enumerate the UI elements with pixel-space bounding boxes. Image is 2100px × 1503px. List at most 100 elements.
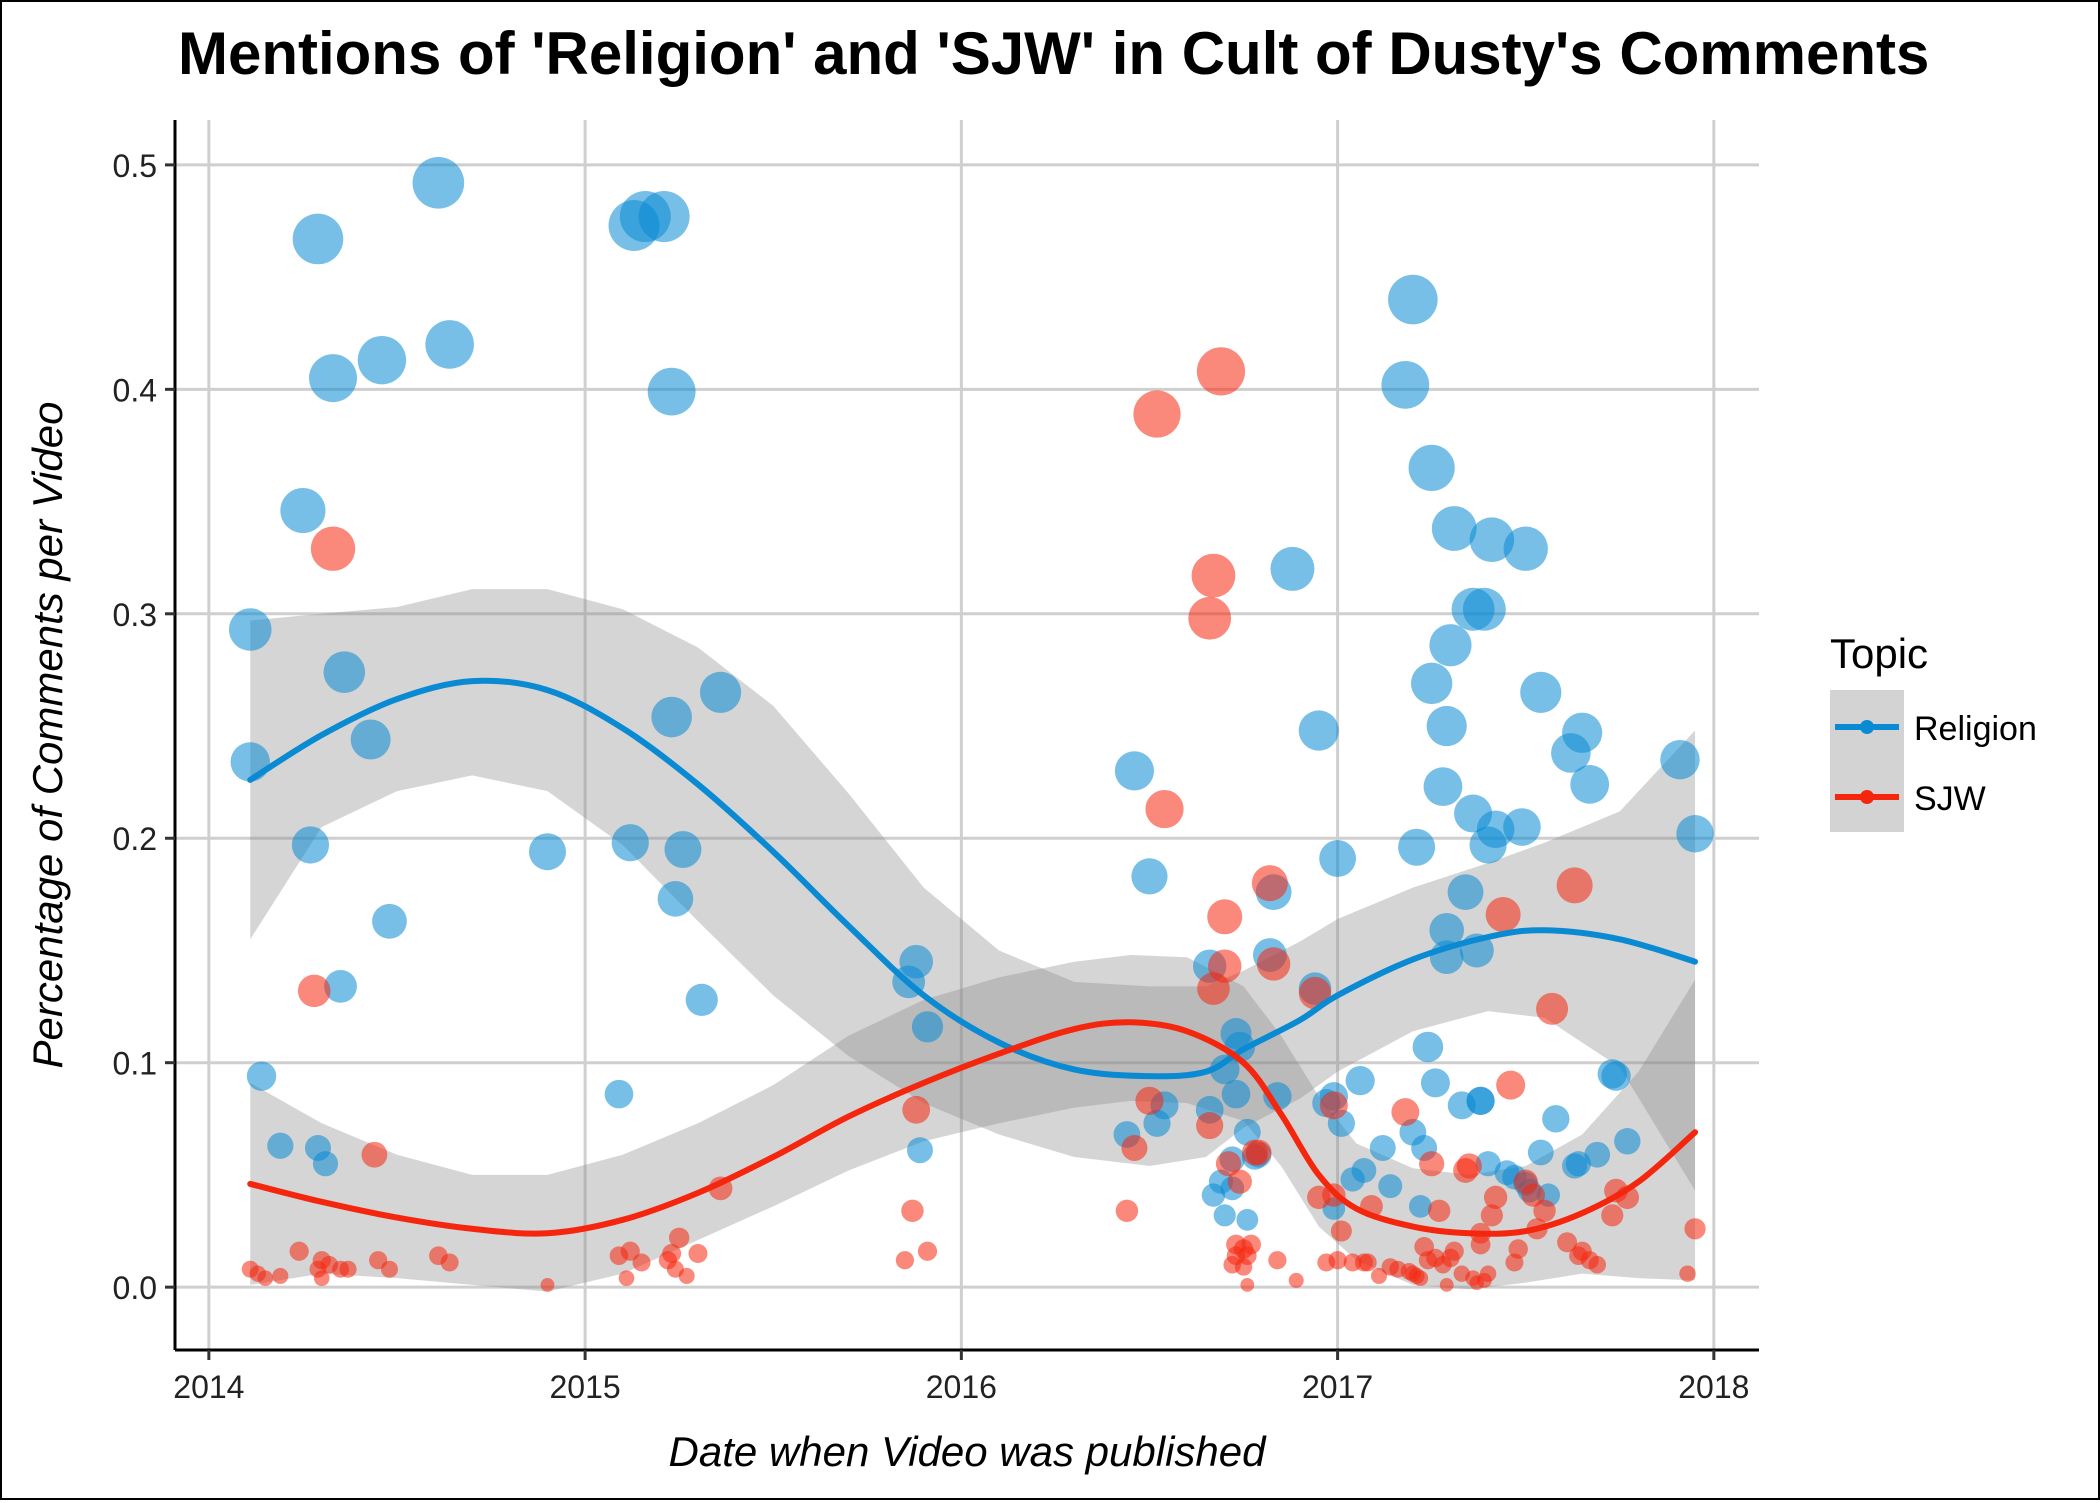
- point-sjw-89: [1444, 1241, 1464, 1261]
- point-religion-28: [699, 671, 742, 713]
- legend-key-background: [1830, 690, 1904, 832]
- point-religion-15: [412, 157, 465, 209]
- point-sjw-24: [662, 1243, 682, 1263]
- point-religion-70: [1388, 274, 1438, 325]
- point-religion-77: [1410, 662, 1453, 705]
- point-religion-58: [1298, 710, 1339, 751]
- point-sjw-21: [620, 1241, 640, 1261]
- point-religion-66: [1351, 1158, 1377, 1183]
- point-religion-110: [1562, 712, 1603, 753]
- point-religion-82: [1429, 912, 1465, 948]
- point-sjw-8: [313, 1270, 330, 1286]
- point-sjw-38: [1145, 789, 1184, 829]
- point-religion-5: [291, 826, 330, 864]
- point-religion-76: [1408, 444, 1455, 492]
- point-sjw-30: [895, 1251, 915, 1270]
- point-sjw-102: [1496, 1070, 1526, 1100]
- chart-title: Mentions of 'Religion' and 'SJW' in Cult…: [178, 20, 1929, 87]
- point-religion-27: [685, 983, 718, 1016]
- point-sjw-92: [1456, 1153, 1482, 1179]
- point-religion-99: [1503, 808, 1541, 846]
- point-sjw-87: [1439, 1278, 1454, 1292]
- point-sjw-28: [688, 1243, 708, 1263]
- point-sjw-99: [1480, 1204, 1503, 1227]
- point-sjw-67: [1328, 1251, 1347, 1270]
- x-tick-label-3: 2017: [1302, 1369, 1373, 1405]
- point-sjw-37: [1133, 390, 1181, 438]
- trend-line-sjw: [247, 1019, 1699, 1237]
- point-sjw-40: [1196, 1111, 1224, 1140]
- point-sjw-26: [668, 1227, 690, 1248]
- point-religion-23: [651, 696, 692, 738]
- point-religion-14: [372, 903, 407, 939]
- point-sjw-55: [1241, 1234, 1261, 1255]
- point-religion-19: [611, 824, 649, 862]
- point-sjw-4: [289, 1241, 309, 1261]
- point-religion-86: [1447, 874, 1484, 911]
- point-sjw-12: [339, 1260, 357, 1278]
- point-sjw-20: [618, 1270, 635, 1286]
- legend: Topic Religion SJW: [1830, 630, 2037, 832]
- y-tick-label-4: 0.4: [113, 372, 157, 408]
- point-sjw-58: [1251, 865, 1288, 902]
- plot-area: 0.0 0.1 0.2 0.3 0.4 0.5 2014 2015 2016 2017 2018 Da…: [24, 120, 1759, 1475]
- point-religion-91: [1466, 1086, 1495, 1115]
- point-religion-46: [1221, 1079, 1251, 1109]
- point-religion-75: [1412, 1031, 1444, 1063]
- point-religion-10: [324, 969, 357, 1003]
- point-religion-68: [1378, 1174, 1403, 1199]
- x-tick-label-4: 2018: [1678, 1369, 1749, 1405]
- point-religion-26: [664, 830, 702, 868]
- y-tick-label-3: 0.3: [113, 597, 157, 633]
- point-religion-35: [1131, 858, 1168, 895]
- point-sjw-116: [1601, 1204, 1624, 1227]
- point-religion-30: [899, 944, 934, 979]
- point-religion-2: [246, 1061, 277, 1091]
- legend-label-sjw: SJW: [1914, 780, 1986, 818]
- point-religion-112: [1584, 1141, 1611, 1168]
- point-sjw-109: [1536, 992, 1569, 1025]
- point-religion-117: [1676, 815, 1714, 853]
- point-sjw-96: [1470, 1234, 1491, 1255]
- point-religion-72: [1398, 828, 1436, 866]
- point-sjw-35: [1121, 1134, 1148, 1161]
- x-tick-label-0: 2014: [173, 1369, 244, 1405]
- point-sjw-98: [1479, 1265, 1497, 1282]
- point-religion-9: [309, 354, 358, 403]
- trend-line-religion: [247, 677, 1699, 1080]
- point-religion-4: [280, 487, 326, 534]
- point-sjw-43: [1196, 347, 1246, 396]
- point-sjw-76: [1391, 1098, 1420, 1126]
- point-religion-84: [1431, 506, 1477, 551]
- point-religion-106: [1542, 1105, 1570, 1133]
- point-religion-3: [267, 1132, 294, 1159]
- confidence-band-religion: [250, 589, 1696, 1191]
- point-religion-73: [1408, 1194, 1432, 1218]
- legend-key-sjw-dot: [1860, 790, 1874, 804]
- point-religion-7: [292, 213, 344, 265]
- point-religion-78: [1420, 1068, 1450, 1098]
- point-sjw-50: [1227, 1169, 1252, 1194]
- point-sjw-106: [1521, 1183, 1545, 1207]
- point-sjw-45: [1208, 949, 1242, 983]
- point-religion-104: [1527, 1139, 1554, 1166]
- point-sjw-34: [1115, 1199, 1139, 1223]
- point-sjw-60: [1268, 1251, 1287, 1270]
- point-religion-83: [1429, 624, 1472, 667]
- point-sjw-120: [1684, 1218, 1706, 1240]
- point-sjw-68: [1330, 1220, 1352, 1242]
- point-sjw-85: [1427, 1199, 1451, 1223]
- point-religion-31: [906, 1137, 933, 1164]
- point-religion-34: [1114, 751, 1155, 791]
- point-sjw-80: [1412, 1270, 1429, 1286]
- point-religion-22: [638, 191, 690, 243]
- point-religion-103: [1520, 671, 1562, 713]
- point-religion-16: [425, 320, 474, 369]
- point-religion-95: [1469, 517, 1515, 563]
- point-religion-114: [1601, 1061, 1631, 1091]
- point-sjw-71: [1358, 1253, 1377, 1272]
- point-sjw-65: [1319, 1091, 1348, 1120]
- point-sjw-110: [1557, 1232, 1578, 1253]
- point-religion-8: [312, 1151, 339, 1177]
